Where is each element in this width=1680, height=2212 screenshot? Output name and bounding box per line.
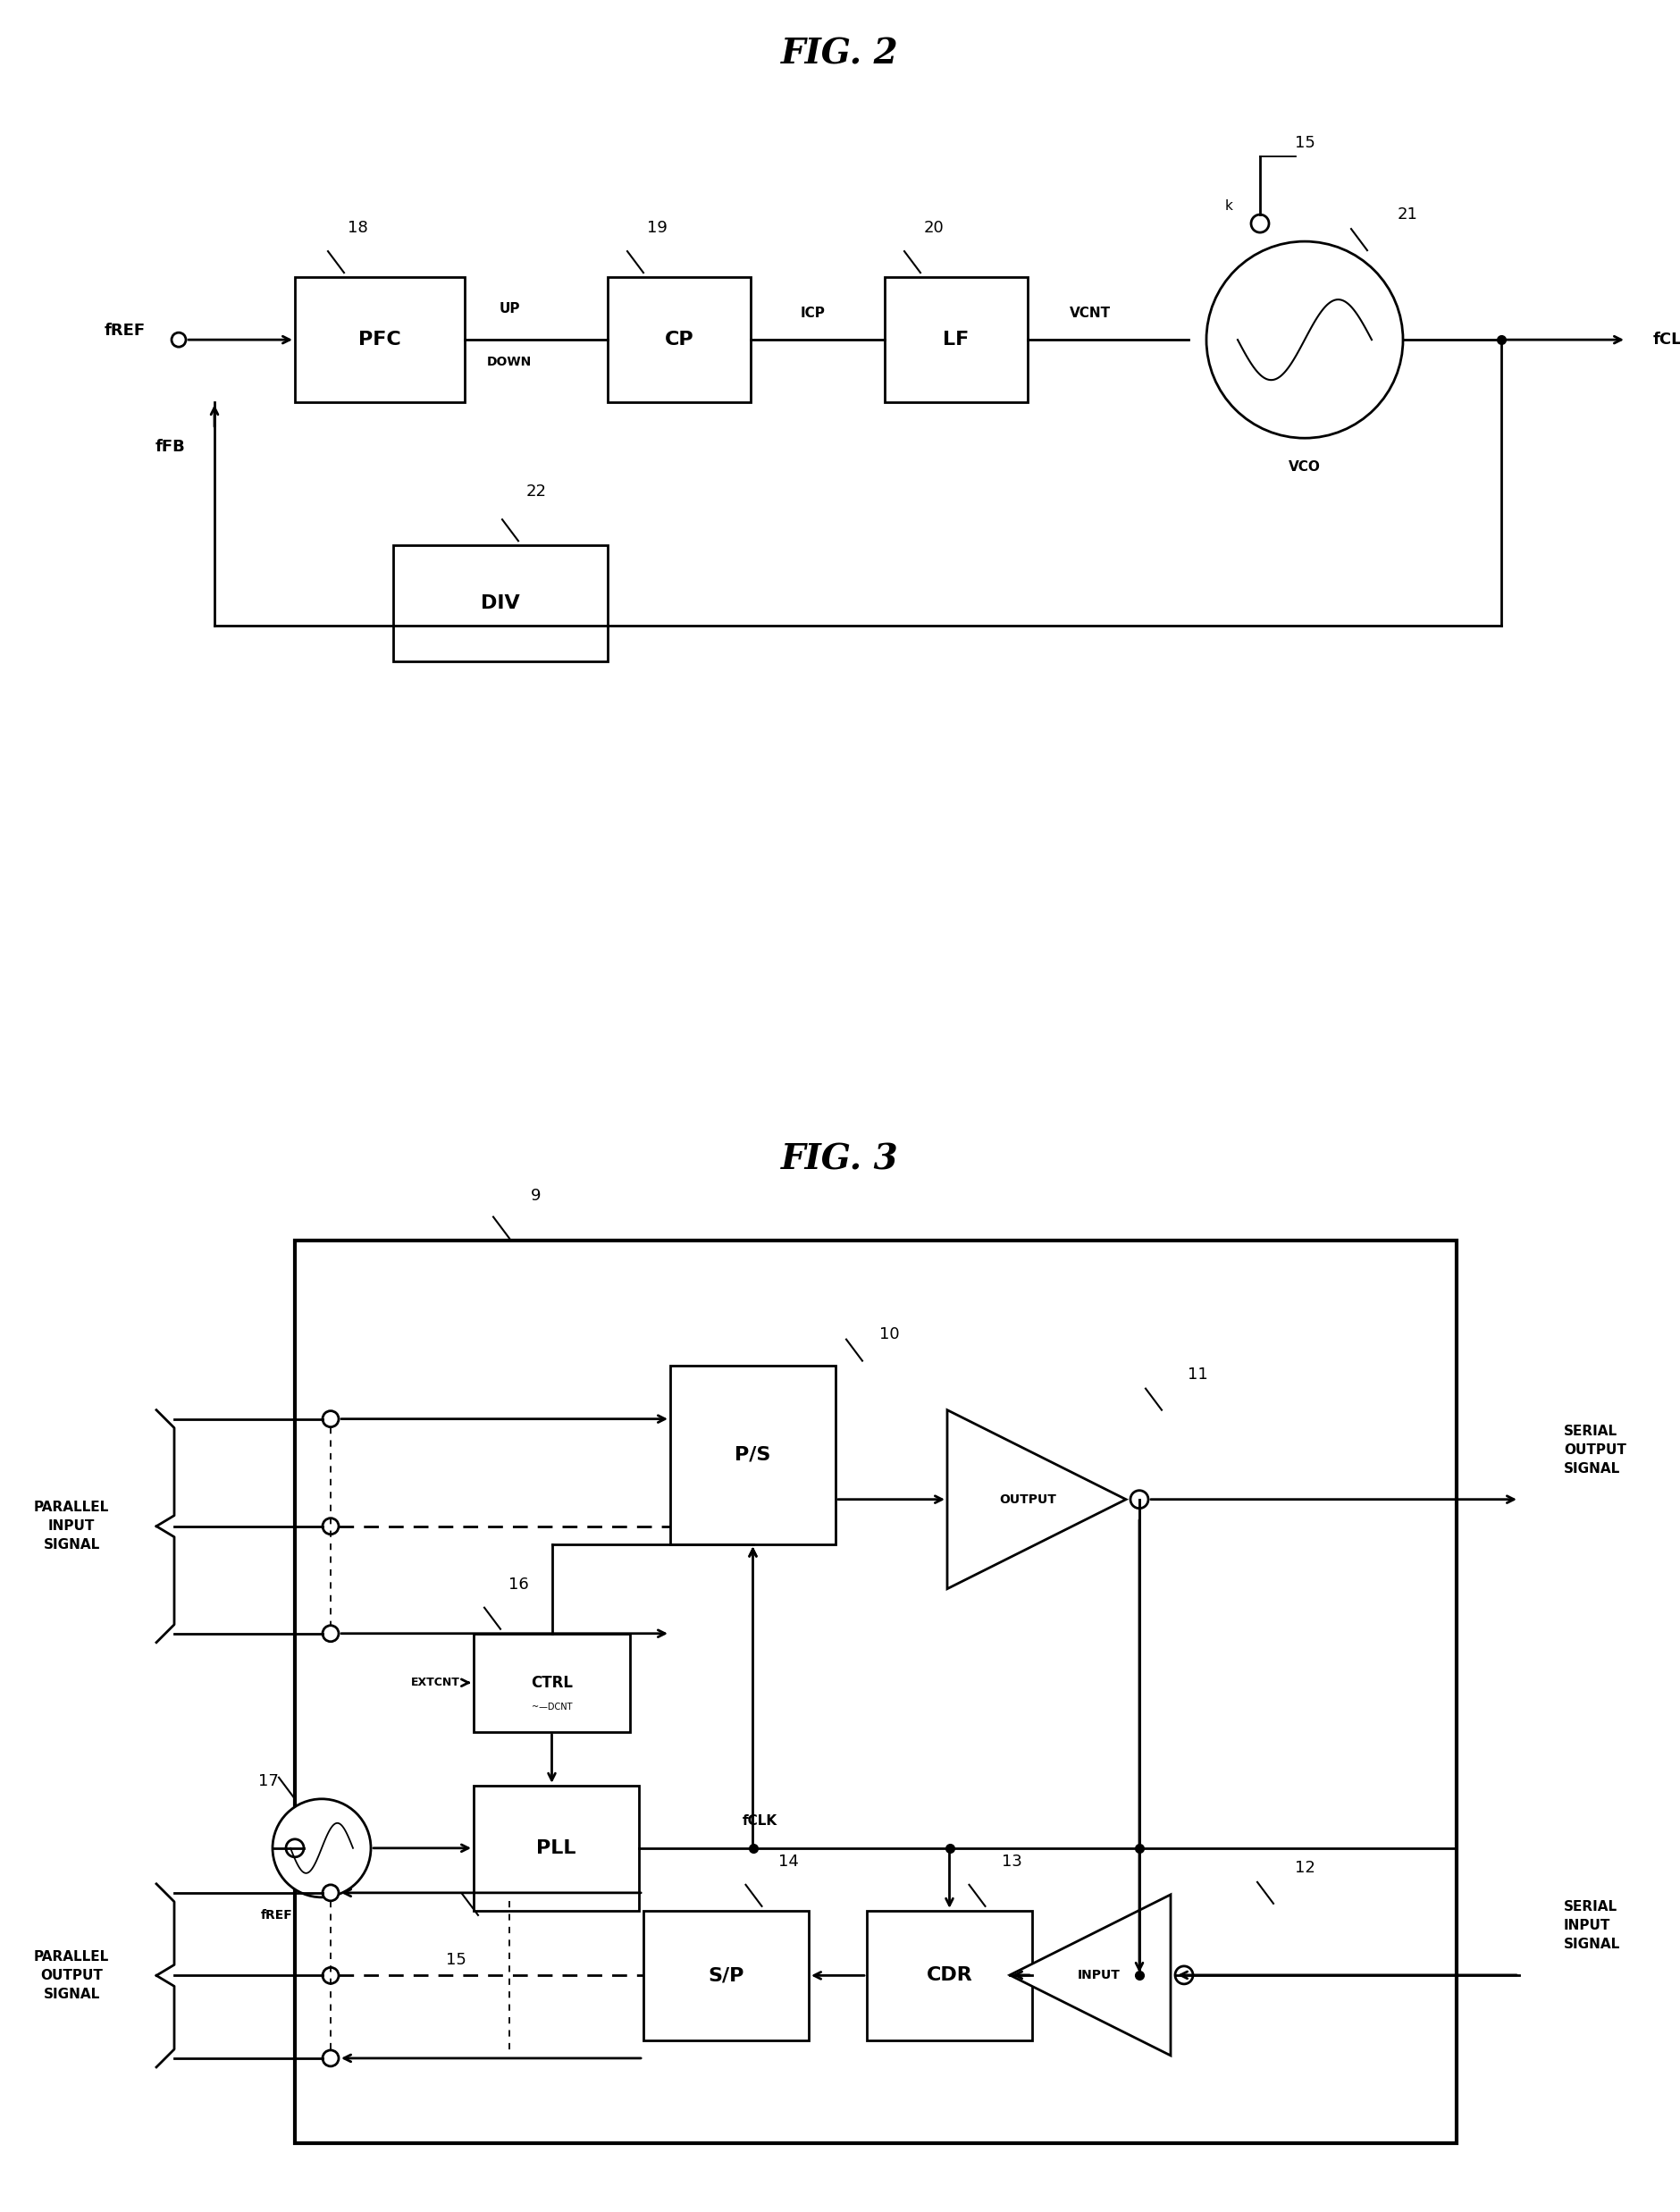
Bar	[393, 546, 608, 661]
Text: S/P: S/P	[707, 1966, 744, 1984]
Polygon shape	[948, 1409, 1126, 1588]
Circle shape	[1252, 215, 1268, 232]
Text: fREF: fREF	[260, 1909, 292, 1922]
Circle shape	[1206, 241, 1403, 438]
Text: 22: 22	[526, 484, 546, 500]
Text: UP: UP	[499, 301, 519, 314]
Circle shape	[1174, 1966, 1193, 1984]
Circle shape	[171, 332, 186, 347]
Text: 15: 15	[445, 1951, 465, 1969]
Text: P/S: P/S	[734, 1447, 771, 1464]
Bar	[643, 1911, 808, 2039]
Text: PFC: PFC	[358, 332, 402, 349]
Bar	[474, 1785, 638, 1911]
Text: fCLK: fCLK	[1653, 332, 1680, 347]
Circle shape	[323, 1966, 339, 1984]
Circle shape	[323, 1626, 339, 1641]
Polygon shape	[1010, 1896, 1171, 2055]
Text: 17: 17	[257, 1774, 279, 1790]
Bar	[867, 1911, 1032, 2039]
Text: 14: 14	[778, 1854, 798, 1869]
Text: VCNT: VCNT	[1070, 305, 1110, 321]
Bar	[670, 1365, 835, 1544]
Bar	[608, 276, 751, 403]
Text: VCO: VCO	[1289, 460, 1320, 473]
Text: INPUT: INPUT	[1079, 1969, 1121, 1982]
Text: PARALLEL
INPUT
SIGNAL: PARALLEL INPUT SIGNAL	[34, 1500, 109, 1551]
Circle shape	[323, 1517, 339, 1535]
Bar	[474, 1632, 630, 1732]
Text: fFB: fFB	[155, 438, 185, 456]
Text: ~—DCNT: ~—DCNT	[531, 1703, 573, 1712]
Text: SERIAL
INPUT
SIGNAL: SERIAL INPUT SIGNAL	[1564, 1900, 1620, 1951]
Bar	[885, 276, 1028, 403]
Circle shape	[272, 1798, 371, 1898]
Text: ICP: ICP	[801, 305, 825, 321]
Text: LF: LF	[942, 332, 969, 349]
Text: DOWN: DOWN	[487, 356, 533, 369]
Text: 18: 18	[348, 219, 368, 237]
Circle shape	[286, 1838, 304, 1858]
Text: CP: CP	[665, 332, 694, 349]
Text: SERIAL
OUTPUT
SIGNAL: SERIAL OUTPUT SIGNAL	[1564, 1425, 1626, 1475]
Text: fREF: fREF	[104, 323, 146, 338]
Text: 16: 16	[507, 1577, 529, 1593]
Circle shape	[323, 2051, 339, 2066]
Text: 15: 15	[1295, 135, 1315, 150]
Text: 9: 9	[531, 1188, 541, 1203]
Text: EXTCNT: EXTCNT	[412, 1677, 460, 1688]
Text: OUTPUT: OUTPUT	[1000, 1493, 1057, 1506]
Text: 12: 12	[1295, 1860, 1315, 1876]
Text: 11: 11	[1188, 1367, 1208, 1382]
Circle shape	[323, 1885, 339, 1900]
Text: FIG. 2: FIG. 2	[781, 38, 899, 71]
Text: CTRL: CTRL	[531, 1674, 573, 1690]
Circle shape	[1131, 1491, 1149, 1509]
Text: FIG. 3: FIG. 3	[781, 1144, 899, 1177]
Bar	[296, 1241, 1457, 2143]
Circle shape	[323, 1411, 339, 1427]
Text: CDR: CDR	[926, 1966, 973, 1984]
Text: 20: 20	[924, 219, 944, 237]
Text: 19: 19	[647, 219, 667, 237]
Text: PARALLEL
OUTPUT
SIGNAL: PARALLEL OUTPUT SIGNAL	[34, 1951, 109, 2002]
Text: DIV: DIV	[480, 595, 521, 613]
Text: PLL: PLL	[536, 1838, 576, 1858]
Text: fCLK: fCLK	[743, 1814, 778, 1827]
Bar	[296, 276, 465, 403]
Text: 13: 13	[1001, 1854, 1021, 1869]
Text: 10: 10	[879, 1325, 899, 1343]
Text: k: k	[1225, 199, 1233, 212]
Text: 21: 21	[1398, 206, 1418, 223]
